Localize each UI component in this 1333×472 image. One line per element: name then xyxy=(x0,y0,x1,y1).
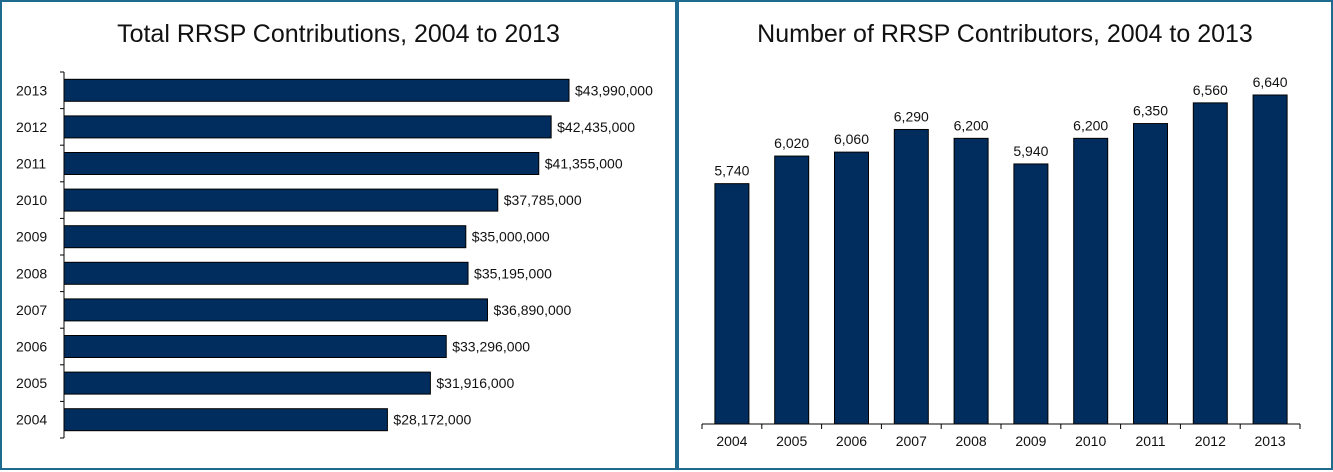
y-tick-label-2005: 2005 xyxy=(16,375,47,391)
x-tick-label-2008: 2008 xyxy=(956,433,987,449)
data-label-2010: 6,200 xyxy=(1073,117,1108,133)
data-label-2004: $28,172,000 xyxy=(393,412,471,428)
bar-2005 xyxy=(63,371,431,395)
data-label-2004: 5,740 xyxy=(714,163,749,179)
bar-2011 xyxy=(1133,123,1168,425)
data-label-2005: $31,916,000 xyxy=(436,375,514,391)
data-label-2008: $35,195,000 xyxy=(474,265,552,281)
data-label-2006: $33,296,000 xyxy=(452,339,530,355)
y-tick-label-2011: 2011 xyxy=(16,156,46,172)
bar-2012 xyxy=(1192,102,1228,425)
data-label-2012: $42,435,000 xyxy=(557,119,635,135)
data-label-2013: $43,990,000 xyxy=(575,82,653,98)
bar-2010 xyxy=(63,188,499,212)
y-tick-label-2008: 2008 xyxy=(16,265,47,281)
bar-2007 xyxy=(63,298,488,322)
y-tick-label-2009: 2009 xyxy=(16,229,47,245)
data-label-2005: 6,020 xyxy=(774,135,809,151)
bar-2004 xyxy=(714,183,750,425)
data-label-2009: 5,940 xyxy=(1013,143,1048,159)
contributions-chart-panel: Total RRSP Contributions, 2004 to 2013 2… xyxy=(0,0,677,470)
data-label-2007: $36,890,000 xyxy=(493,302,571,318)
bar-2004 xyxy=(63,408,388,432)
y-tick-label-2010: 2010 xyxy=(16,192,47,208)
bar-2013 xyxy=(1252,94,1288,425)
data-label-2011: $41,355,000 xyxy=(545,156,623,172)
data-label-2011: 6,350 xyxy=(1133,103,1168,119)
x-tick-label-2007: 2007 xyxy=(896,433,927,449)
bar-2011 xyxy=(63,152,540,175)
contributors-chart-title: Number of RRSP Contributors, 2004 to 201… xyxy=(757,20,1253,48)
data-label-2010: $37,785,000 xyxy=(504,192,582,208)
x-tick-label-2004: 2004 xyxy=(716,433,747,449)
x-tick-label-2006: 2006 xyxy=(836,433,867,449)
bar-2008 xyxy=(63,261,469,285)
y-tick-label-2007: 2007 xyxy=(16,302,47,318)
y-tick-label-2006: 2006 xyxy=(16,339,47,355)
data-label-2012: 6,560 xyxy=(1193,82,1228,98)
y-tick-label-2013: 2013 xyxy=(16,82,47,98)
x-tick-label-2009: 2009 xyxy=(1015,433,1046,449)
bar-2008 xyxy=(953,137,989,425)
bar-2006 xyxy=(63,335,447,358)
x-tick-label-2013: 2013 xyxy=(1255,433,1286,449)
contributions-bar-chart: 2013 $43,990,000 2012 $42,435,000 2011 $41,35… xyxy=(16,71,653,439)
bar-2007 xyxy=(893,128,929,425)
x-tick-label-2011: 2011 xyxy=(1135,433,1165,449)
x-tick-label-2012: 2012 xyxy=(1195,433,1226,449)
bar-2009 xyxy=(63,225,467,249)
bar-2010 xyxy=(1073,137,1109,425)
contributions-chart-title: Total RRSP Contributions, 2004 to 2013 xyxy=(117,20,560,48)
bar-2009 xyxy=(1013,163,1049,425)
data-label-2009: $35,000,000 xyxy=(472,229,550,245)
contributors-bar-chart: 5,740 2004 6,020 2005 6,060 2006 6,290 2007 6,20… xyxy=(701,74,1301,449)
x-tick-label-2005: 2005 xyxy=(776,433,807,449)
bar-2005 xyxy=(774,155,810,425)
data-label-2008: 6,200 xyxy=(954,117,989,133)
bar-2006 xyxy=(834,151,869,425)
bar-2013 xyxy=(63,78,570,102)
y-tick-label-2004: 2004 xyxy=(16,412,47,428)
y-tick-label-2012: 2012 xyxy=(16,119,47,135)
bar-2012 xyxy=(63,115,552,139)
data-label-2007: 6,290 xyxy=(894,108,929,124)
data-label-2006: 6,060 xyxy=(834,131,869,147)
data-label-2013: 6,640 xyxy=(1253,74,1288,90)
contributors-chart-panel: Number of RRSP Contributors, 2004 to 201… xyxy=(677,0,1333,470)
x-tick-label-2010: 2010 xyxy=(1075,433,1106,449)
